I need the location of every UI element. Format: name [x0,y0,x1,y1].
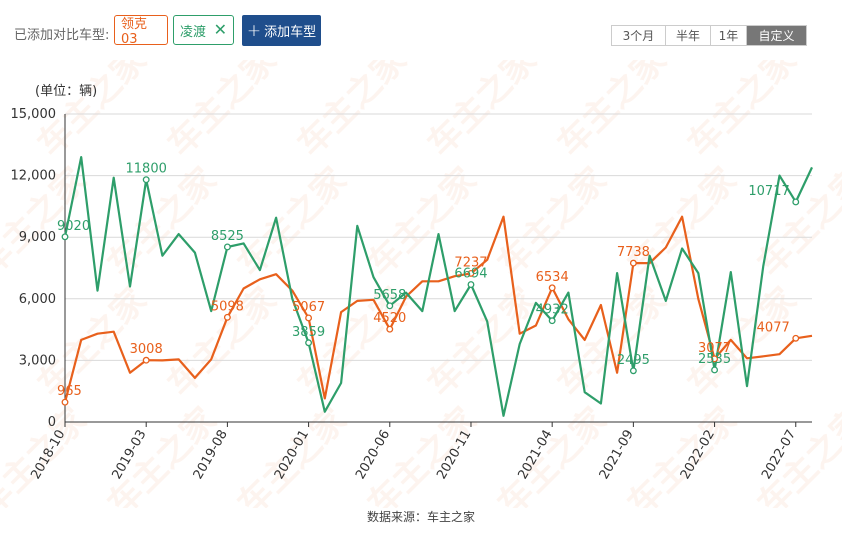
data-point-marker[interactable] [386,325,394,333]
y-tick-label: 15,000 [11,107,57,122]
watermark-text: 车主之家 [550,60,674,164]
range-custom-button[interactable]: 自定义 [747,26,806,45]
watermark-text: 车主之家 [230,160,354,284]
data-source-note: 数据来源：车主之家 [366,510,475,524]
data-label: 4932 [536,303,569,318]
data-point-marker[interactable] [548,284,556,292]
data-point-marker[interactable] [61,233,69,241]
toolbar: 已添加对比车型: 领克03 凌渡 ✕ + 添加车型 3个月 半年 1年 自定义 [0,0,842,60]
data-label: 10717 [748,184,789,199]
grid-lines [65,113,812,361]
range-1-year-button[interactable]: 1年 [711,26,747,45]
data-point-marker[interactable] [467,281,475,288]
range-half-year-button[interactable]: 半年 [666,26,711,45]
model-tag-label: 凌渡 [180,24,207,40]
compare-label: 已添加对比车型: [14,28,110,43]
data-label: 9020 [57,219,90,234]
watermark-text: 车主之家 [490,160,614,284]
model-tag-lynk03[interactable]: 领克03 [114,15,168,47]
watermark-text: 车主之家 [100,160,224,284]
y-tick-label: 0 [48,415,56,430]
data-point-marker[interactable] [386,302,394,310]
data-point-marker[interactable] [792,198,800,206]
data-label: 965 [57,384,82,399]
data-label: 5658 [373,288,406,303]
time-range-selector: 3个月 半年 1年 自定义 [611,25,807,46]
watermark-text: 车主之家 [290,60,414,164]
data-point-marker[interactable] [61,398,69,406]
y-tick-label: 12,000 [11,169,57,184]
close-icon[interactable]: ✕ [213,20,227,39]
data-label: 2535 [698,352,731,367]
data-label: 3077 [698,341,731,356]
data-point-marker[interactable] [548,317,556,325]
y-tick-label: 9,000 [19,230,56,245]
data-label: 3859 [292,325,325,340]
add-model-label: 添加车型 [264,25,317,40]
data-label: 2495 [617,353,650,368]
y-axis-label: (单位：辆) [35,84,97,99]
model-tag-label: 领克03 [121,17,148,47]
data-point-marker[interactable] [142,176,150,184]
data-point-marker[interactable] [711,366,719,374]
data-point-marker[interactable] [305,314,313,322]
data-label: 5098 [211,299,244,314]
model-tag-lamando[interactable]: 凌渡 ✕ [173,15,234,45]
watermark-text: 车主之家 [490,400,614,508]
data-point-marker[interactable] [711,355,719,363]
watermark-text: 车主之家 [420,60,544,164]
data-point-marker[interactable] [223,243,231,251]
series-layer [63,155,813,417]
data-point-marker[interactable] [629,259,637,267]
plus-icon: + [246,20,262,41]
data-label: 6534 [536,270,569,285]
data-point-marker[interactable] [792,334,800,342]
data-point-marker[interactable] [305,339,313,347]
data-label: 5067 [292,300,325,315]
data-label: 7738 [617,245,650,260]
data-point-marker[interactable] [629,367,637,375]
watermark-text: 车主之家 [750,400,842,508]
y-tick-label: 3,000 [19,353,56,368]
data-label: 6694 [454,267,487,282]
data-label: 3008 [130,342,163,357]
data-labels: 965 3008 5098 5067 4520 7237 6534 7738 3077 4077 9… [57,162,800,406]
watermark-text: 车主之家 [160,60,284,164]
data-label: 4077 [757,320,790,335]
watermark-text: 车主之家 [620,400,744,508]
series-line-lynk03 [63,215,813,403]
data-point-marker[interactable] [142,356,150,364]
y-tick-label: 6,000 [19,292,56,307]
data-point-marker[interactable] [223,313,231,321]
data-label: 11800 [126,162,167,177]
data-label: 4520 [373,311,406,326]
data-label: 8525 [211,229,244,244]
add-model-button[interactable]: + 添加车型 [242,15,321,46]
data-point-marker[interactable] [467,269,475,277]
watermark-text: 车主之家 [680,60,804,164]
data-label: 7237 [454,255,487,270]
series-line-lamando [63,155,813,417]
range-3-months-button[interactable]: 3个月 [612,26,666,45]
